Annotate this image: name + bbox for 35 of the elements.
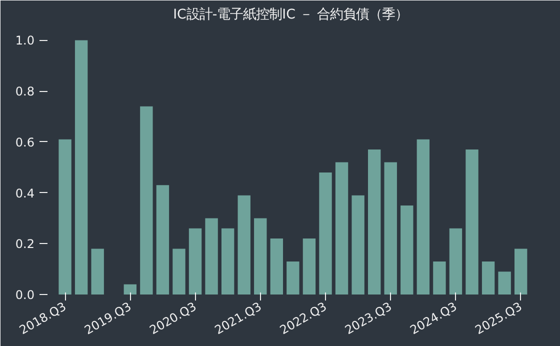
y-tick-label: 1.0: [15, 34, 35, 48]
bar: [416, 139, 430, 294]
bar: [221, 228, 234, 294]
bar: [74, 40, 88, 294]
y-tick-label: 0.6: [15, 135, 35, 150]
bar: [172, 248, 186, 294]
bar: [449, 228, 462, 294]
bar: [466, 150, 478, 294]
bar: [286, 261, 300, 294]
bar: [124, 284, 136, 294]
y-tick-label: 0.8: [15, 84, 35, 99]
bar: [302, 238, 316, 294]
bar: [58, 139, 72, 294]
bar: [156, 185, 170, 294]
bar: [433, 261, 446, 294]
bar: [498, 272, 511, 294]
bar: [482, 261, 495, 294]
bar: [270, 238, 284, 294]
chart-title: IC設計-電子紙控制IC － 合約負債（季）: [173, 8, 408, 22]
bar: [335, 162, 348, 294]
bar: [254, 218, 267, 294]
bar: [384, 162, 397, 294]
bar: [91, 248, 104, 294]
y-tick-label: 0.4: [15, 186, 35, 200]
bar: [400, 206, 414, 294]
y-tick-label: 0.2: [15, 237, 35, 252]
bar: [368, 150, 381, 294]
bar: [352, 195, 364, 294]
y-tick-label: 0.0: [15, 288, 35, 302]
bar: [238, 195, 250, 294]
bar: [319, 172, 332, 294]
bar: [140, 106, 153, 294]
bar: [188, 228, 202, 294]
bar: [205, 218, 218, 294]
bar: [514, 248, 528, 294]
